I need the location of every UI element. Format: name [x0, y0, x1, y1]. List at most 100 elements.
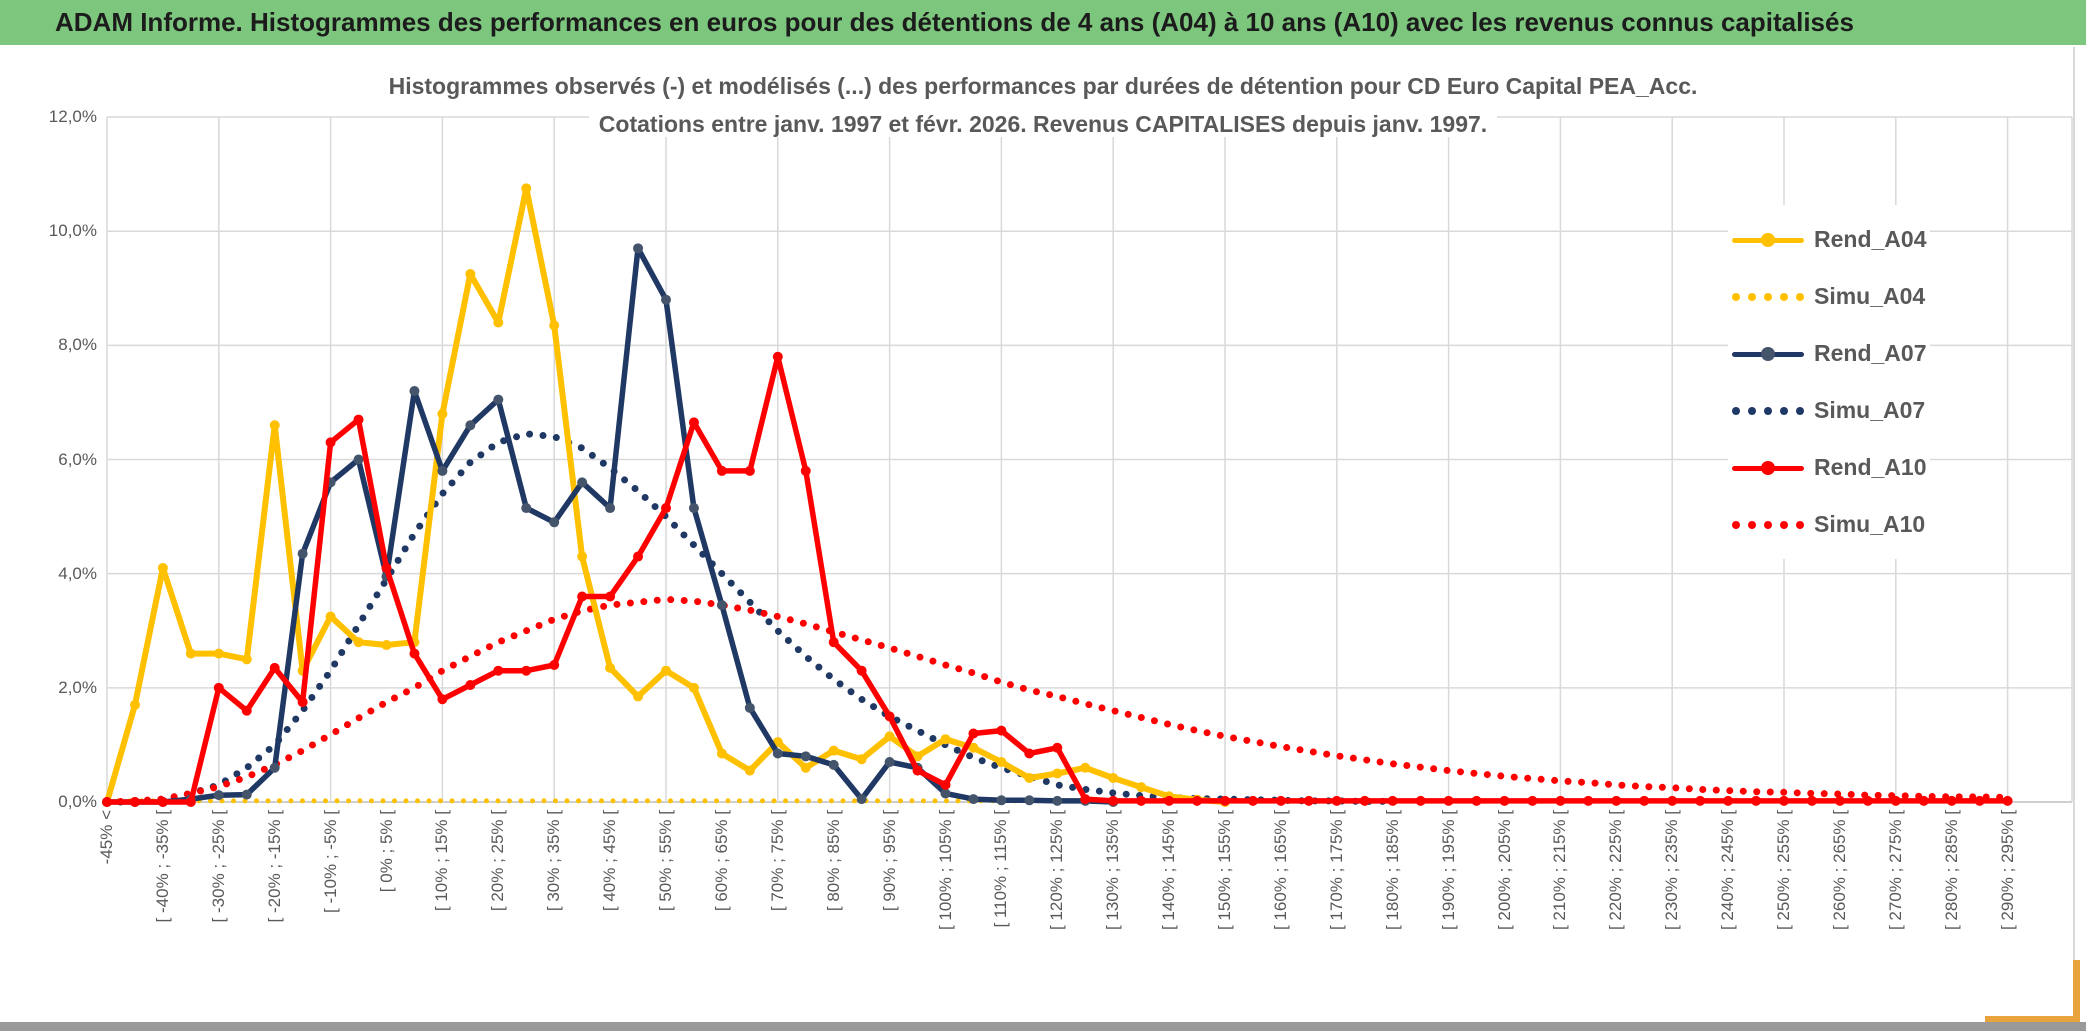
- series-marker-Rend_A10: [940, 779, 951, 790]
- series-marker-Rend_A10: [409, 648, 420, 659]
- series-marker-Rend_A04: [325, 611, 336, 622]
- series-marker-Rend_A10: [269, 662, 280, 673]
- series-marker-Rend_A07: [605, 503, 616, 514]
- series-marker-Rend_A04: [800, 762, 811, 773]
- x-tick-label-bin-8: [ -10% ; -5% [: [320, 810, 340, 913]
- series-marker-Rend_A07: [269, 762, 280, 773]
- sheet-header-bar: ADAM Informe. Histogrammes des performan…: [0, 0, 2086, 45]
- series-marker-Rend_A07: [744, 702, 755, 713]
- x-tick-label-bin-0: -45% <: [97, 810, 116, 865]
- series-marker-Rend_A07: [884, 757, 895, 768]
- series-line-Rend_A10: [104, 354, 2011, 805]
- legend-line-swatch: [1732, 342, 1804, 366]
- series-marker-Rend_A07: [856, 794, 867, 805]
- series-marker-Rend_A07: [465, 420, 476, 431]
- series-marker-Rend_A10: [549, 660, 560, 671]
- legend-item-Rend_A10[interactable]: Rend_A10: [1732, 439, 1926, 496]
- series-marker-Rend_A10: [1164, 795, 1175, 806]
- x-tick-label-bin-52: [ 210% ; 215% [: [1550, 810, 1570, 931]
- series-marker-Rend_A04: [688, 682, 699, 693]
- series-marker-Rend_A10: [1080, 794, 1091, 805]
- series-marker-Rend_A10: [1611, 795, 1622, 806]
- series-marker-Rend_A07: [213, 790, 224, 801]
- series-marker-Rend_A10: [1303, 795, 1314, 806]
- series-marker-Rend_A10: [1247, 795, 1258, 806]
- series-marker-Rend_A10: [1834, 795, 1845, 806]
- series-marker-Rend_A10: [1723, 795, 1734, 806]
- series-marker-Rend_A07: [1024, 795, 1035, 806]
- series-marker-Rend_A04: [744, 765, 755, 776]
- series-marker-Rend_A04: [465, 269, 476, 280]
- series-marker-Rend_A04: [241, 654, 252, 665]
- series-marker-Rend_A10: [1890, 795, 1901, 806]
- series-marker-Rend_A07: [241, 789, 252, 800]
- series-marker-Rend_A10: [800, 465, 811, 476]
- series-marker-Rend_A07: [940, 788, 951, 799]
- series-marker-Rend_A04: [129, 699, 140, 710]
- series-marker-Rend_A10: [1946, 795, 1957, 806]
- series-marker-Rend_A10: [2002, 795, 2013, 806]
- x-tick-label-bin-18: [ 40% ; 45% [: [600, 810, 620, 912]
- series-marker-Rend_A10: [1806, 795, 1817, 806]
- x-tick-label-bin-16: [ 30% ; 35% [: [544, 810, 564, 912]
- y-tick-label-120: 12,0%: [48, 107, 97, 127]
- series-line-Rend_A07: [104, 245, 1116, 805]
- x-tick-label-bin-12: [ 10% ; 15% [: [432, 810, 452, 912]
- x-tick-label-bin-30: [ 100% ; 105% [: [935, 810, 955, 931]
- series-marker-Rend_A10: [1387, 795, 1398, 806]
- series-marker-Rend_A10: [353, 414, 364, 425]
- series-marker-Rend_A04: [633, 691, 644, 702]
- chart-right-border: [2073, 47, 2075, 960]
- series-marker-Rend_A07: [521, 503, 532, 514]
- series-marker-Rend_A10: [688, 417, 699, 428]
- series-marker-Rend_A04: [884, 731, 895, 742]
- series-marker-Rend_A10: [1443, 795, 1454, 806]
- series-marker-Rend_A04: [1136, 782, 1147, 793]
- series-marker-Rend_A10: [381, 562, 392, 573]
- y-tick-label-60: 6,0%: [58, 449, 97, 469]
- legend-dots: [1732, 292, 1804, 301]
- series-marker-Rend_A04: [381, 640, 392, 651]
- legend-item-Simu_A07[interactable]: Simu_A07: [1732, 382, 1926, 439]
- series-marker-Rend_A10: [1527, 795, 1538, 806]
- legend-dots: [1732, 520, 1804, 529]
- series-marker-Rend_A04: [437, 408, 448, 419]
- y-tick-label-100: 10,0%: [48, 221, 97, 241]
- series-marker-Rend_A10: [912, 765, 923, 776]
- x-tick-label-bin-6: [ -20% ; -15% [: [264, 810, 284, 923]
- series-marker-Rend_A10: [102, 797, 112, 807]
- series-marker-Rend_A07: [661, 294, 671, 305]
- series-marker-Rend_A07: [353, 454, 364, 465]
- series-marker-Rend_A10: [129, 797, 140, 807]
- x-tick-label-bin-14: [ 20% ; 25% [: [488, 810, 508, 912]
- series-marker-Rend_A04: [185, 648, 196, 659]
- series-marker-Rend_A04: [1108, 773, 1119, 784]
- series-marker-Rend_A04: [493, 317, 504, 328]
- x-tick-label-bin-10: [ 0% ; 5% [: [376, 810, 396, 893]
- legend-item-Rend_A07[interactable]: Rend_A07: [1732, 325, 1926, 382]
- series-marker-Rend_A04: [940, 734, 951, 745]
- x-tick-label-bin-68: [ 290% ; 295% [: [1997, 810, 2017, 931]
- y-tick-label-20: 2,0%: [58, 677, 97, 697]
- legend-line-swatch: [1732, 456, 1804, 480]
- series-marker-Rend_A10: [1275, 795, 1286, 806]
- series-marker-Rend_A07: [688, 503, 699, 514]
- series-marker-Rend_A10: [828, 637, 839, 648]
- series-marker-Rend_A04: [996, 757, 1007, 768]
- x-tick-label-bin-38: [ 140% ; 145% [: [1159, 810, 1179, 931]
- series-marker-Rend_A10: [1024, 748, 1035, 759]
- legend-item-Simu_A04[interactable]: Simu_A04: [1732, 268, 1926, 325]
- legend-item-Simu_A10[interactable]: Simu_A10: [1732, 496, 1926, 553]
- series-marker-Rend_A04: [716, 748, 727, 759]
- sheet-header-title: ADAM Informe. Histogrammes des performan…: [55, 7, 1854, 37]
- x-tick-label-bin-22: [ 60% ; 65% [: [711, 810, 731, 912]
- series-marker-Rend_A10: [297, 697, 308, 708]
- series-marker-Rend_A07: [716, 600, 727, 611]
- x-tick-label-bin-24: [ 70% ; 75% [: [767, 810, 787, 912]
- x-tick-label-bin-4: [ -30% ; -25% [: [208, 810, 228, 923]
- series-marker-Rend_A10: [772, 351, 783, 362]
- series-marker-Rend_A07: [828, 759, 839, 770]
- series-marker-Rend_A10: [1974, 795, 1985, 806]
- x-tick-label-bin-56: [ 230% ; 235% [: [1662, 810, 1682, 931]
- legend-item-Rend_A04[interactable]: Rend_A04: [1732, 211, 1926, 268]
